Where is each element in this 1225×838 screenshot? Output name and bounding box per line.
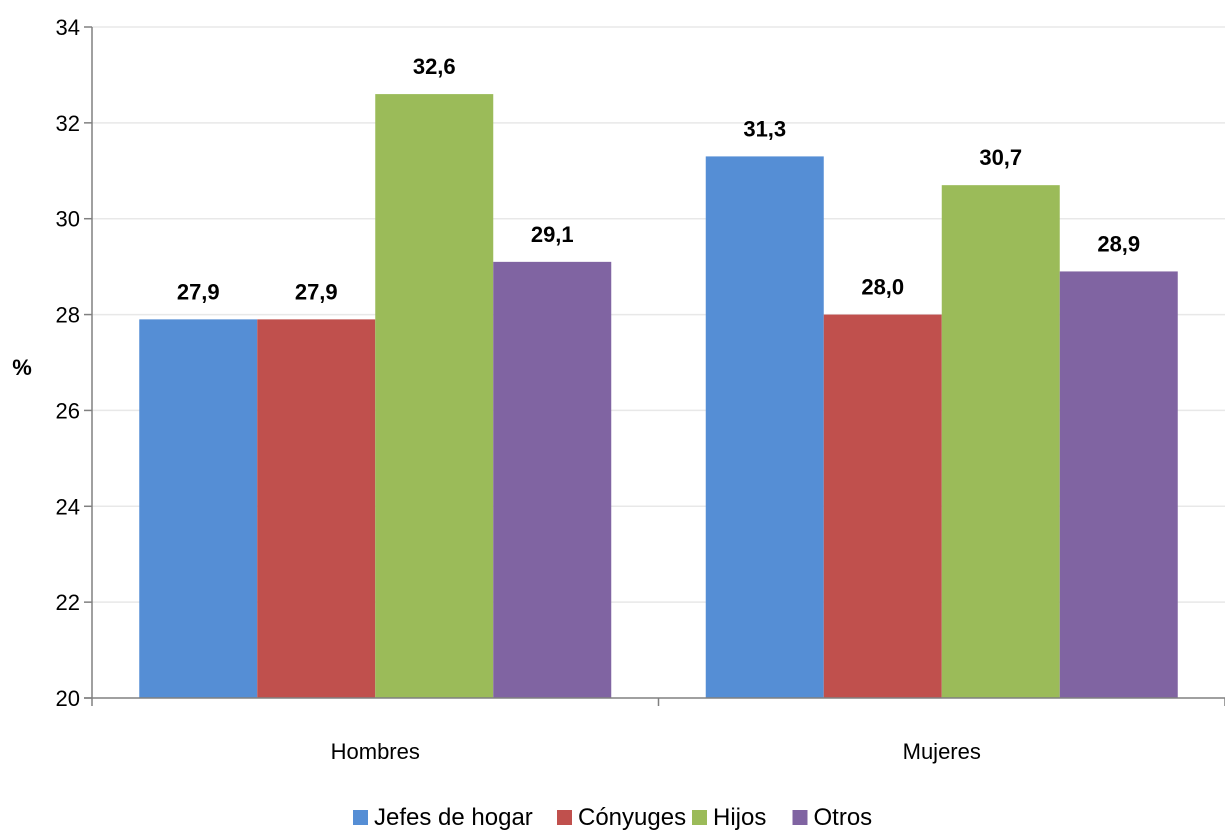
data-labels: 27,9 27,9 32,6 29,1 31,3 28,0 30,7 28,9: [177, 54, 1140, 304]
bar: [941, 185, 1060, 698]
legend-label: Otros: [814, 804, 873, 831]
legend-item: Otros: [792, 804, 873, 831]
data-label: 28,9: [1097, 231, 1140, 256]
data-label: 32,6: [413, 54, 456, 79]
data-label: 28,0: [861, 275, 904, 300]
y-tick-label: 20: [56, 686, 80, 711]
legend-label: Hijos: [713, 804, 766, 831]
legend-item: Cónyuges: [557, 804, 686, 831]
bars: [139, 94, 1178, 699]
data-label: 31,3: [743, 116, 786, 141]
legend-swatch: [353, 810, 368, 825]
legend-swatch: [557, 810, 572, 825]
y-tick-label: 32: [56, 111, 80, 136]
legend-item: Hijos: [692, 804, 766, 831]
bar: [823, 314, 942, 698]
data-label: 27,9: [295, 279, 338, 304]
bar: [257, 319, 376, 698]
y-axis-ticks: 20 22 24 26 28 30 32 34: [56, 15, 92, 711]
bar: [139, 319, 258, 698]
bar: [705, 156, 824, 698]
y-tick-label: 28: [56, 303, 80, 328]
legend-label: Cónyuges: [578, 804, 686, 831]
y-tick-label: 30: [56, 207, 80, 232]
data-label: 27,9: [177, 279, 220, 304]
category-label: Hombres: [331, 739, 420, 764]
y-tick-label: 22: [56, 590, 80, 615]
legend: Jefes de hogar Cónyuges Hijos Otros: [353, 804, 872, 831]
data-label: 29,1: [531, 222, 574, 247]
legend-label: Jefes de hogar: [374, 804, 533, 831]
legend-swatch: [792, 810, 808, 825]
y-tick-label: 26: [56, 398, 80, 423]
category-label: Mujeres: [903, 739, 981, 764]
y-tick-label: 24: [56, 494, 80, 519]
y-tick-label: 34: [56, 15, 80, 40]
data-label: 30,7: [979, 145, 1022, 170]
y-axis-label: %: [12, 355, 32, 380]
bar: [493, 261, 612, 698]
legend-swatch: [692, 810, 707, 825]
axes: [84, 27, 1225, 706]
category-labels: Hombres Mujeres: [331, 739, 981, 764]
bar: [1059, 271, 1178, 698]
legend-item: Jefes de hogar: [353, 804, 533, 831]
bar: [375, 94, 494, 699]
